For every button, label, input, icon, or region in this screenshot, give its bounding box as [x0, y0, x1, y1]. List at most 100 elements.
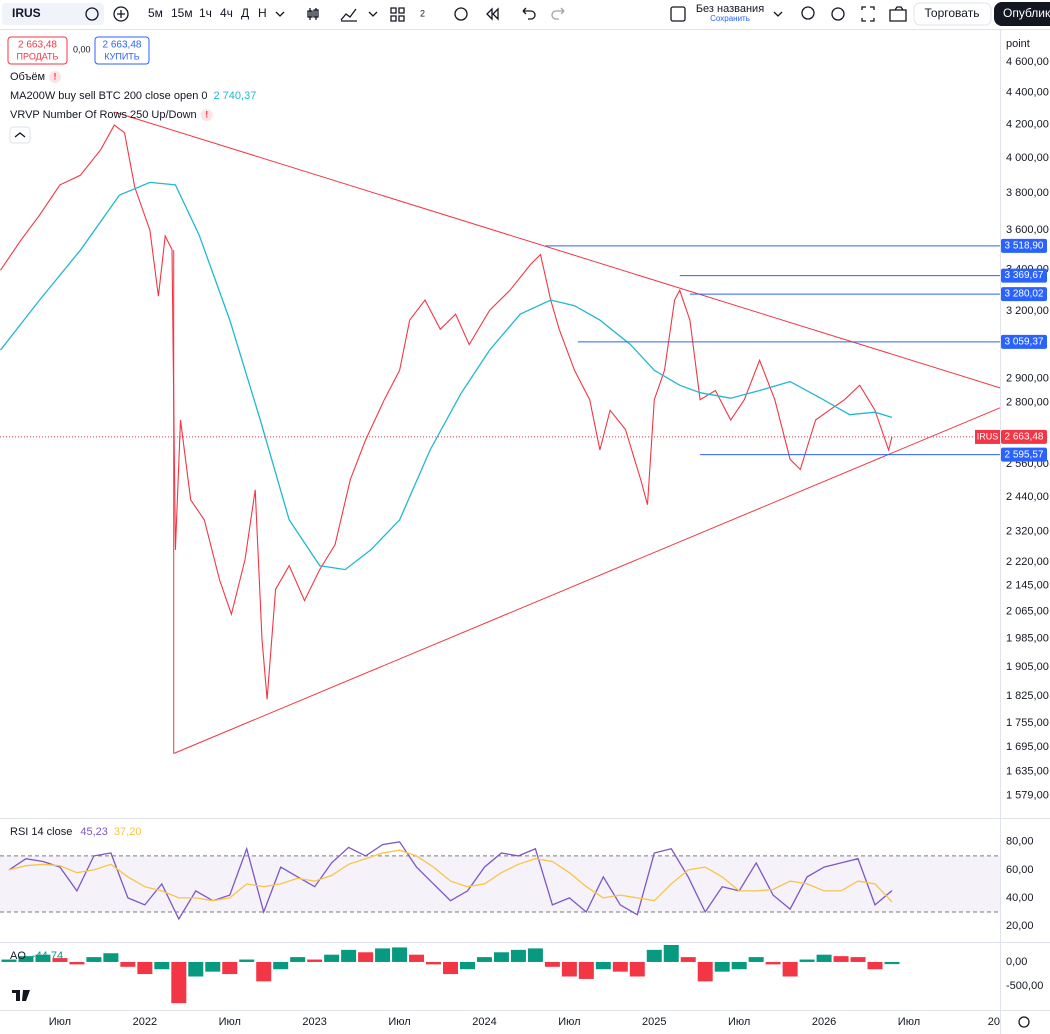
y-tick-label: 20,00: [1006, 920, 1034, 932]
layout-checkbox[interactable]: [670, 6, 686, 22]
snapshot[interactable]: [889, 6, 907, 22]
ao-bar: [171, 961, 187, 1004]
ao-bar: [86, 957, 102, 962]
ao-bar: [18, 956, 34, 962]
ao-bar: [154, 961, 170, 970]
warning-mark: !: [54, 71, 57, 81]
save-status: Сохранить: [710, 14, 750, 23]
undo[interactable]: [522, 7, 536, 20]
x-tick-label: Июл: [728, 1016, 750, 1028]
pane-title: AO: [10, 950, 26, 962]
publish-button[interactable]: [994, 2, 1050, 26]
y-tick-label: 2 220,00: [1006, 556, 1049, 568]
ao-bar: [35, 954, 51, 962]
fullscreen[interactable]: [861, 6, 875, 22]
ao-bar: [239, 959, 255, 962]
y-tick-label: 4 000,00: [1006, 152, 1049, 164]
ao-bar: [409, 954, 425, 962]
ao-bar: [782, 961, 798, 977]
y-tick-label: -500,00: [1006, 980, 1043, 992]
symbol-badge: [975, 429, 1000, 444]
indicator-value: 2 740,37: [214, 90, 257, 102]
ao-bar: [765, 961, 781, 965]
y-tick-label: 2 320,00: [1006, 526, 1049, 538]
chart-type[interactable]: [307, 8, 319, 20]
y-tick-label: 0,00: [1006, 956, 1027, 968]
quick-search[interactable]: [801, 6, 815, 20]
alert[interactable]: [454, 7, 468, 21]
symbol-search[interactable]: [2, 3, 104, 25]
ao-bar: [137, 961, 153, 975]
indicators[interactable]: [340, 8, 357, 22]
x-tick-label: 2022: [133, 1016, 157, 1028]
x-tick-label: 20: [988, 1016, 1000, 1028]
level-label: 3 280,02: [1005, 289, 1044, 300]
axis-settings[interactable]: [1018, 1016, 1030, 1028]
symbol: IRUS: [12, 6, 41, 20]
price-badge: [1001, 429, 1047, 444]
interval[interactable]: 15м: [171, 6, 193, 20]
trendline: [173, 407, 1001, 754]
ao-bar: [731, 961, 747, 970]
y-tick-label: 4 400,00: [1006, 86, 1049, 98]
indicators-menu[interactable]: [368, 11, 378, 17]
replay[interactable]: [486, 7, 499, 21]
spread: 0,00: [73, 44, 91, 54]
x-tick-label: 2023: [302, 1016, 326, 1028]
buy-button[interactable]: [94, 36, 150, 65]
redo[interactable]: [551, 7, 565, 20]
add-symbol-plus: [117, 10, 125, 18]
level-label: 3 369,67: [1005, 270, 1044, 281]
ao-bar: [290, 957, 306, 962]
y-tick-label: 4 600,00: [1006, 56, 1049, 68]
publish-label: Опубликовать: [1003, 6, 1050, 20]
pane-value: 37,20: [114, 826, 142, 838]
series-line: [8, 849, 893, 903]
ao-bar: [273, 961, 289, 970]
add-symbol[interactable]: [113, 6, 129, 22]
y-tick-label: 1 695,00: [1006, 741, 1049, 753]
ao-bar: [816, 954, 832, 962]
interval[interactable]: Д: [241, 6, 249, 20]
collapse-legend[interactable]: [9, 126, 31, 144]
ao-bar: [697, 961, 713, 982]
level-label: 3 059,37: [1005, 336, 1044, 347]
ao-bar: [358, 952, 374, 962]
y-tick-label: 1 579,00: [1006, 790, 1049, 802]
layouts[interactable]: [390, 7, 405, 22]
interval[interactable]: Н: [258, 6, 267, 20]
ao-bar: [799, 959, 815, 962]
x-tick-label: 2026: [812, 1016, 836, 1028]
ao-bar: [69, 961, 85, 965]
ao-bar: [341, 949, 357, 962]
settings[interactable]: [831, 7, 845, 21]
layout-menu[interactable]: [773, 11, 783, 17]
y-tick-label: 3 800,00: [1006, 187, 1049, 199]
y-tick-label: 4 200,00: [1006, 118, 1049, 130]
layout-name[interactable]: Без названия: [696, 3, 764, 15]
ao-bar: [188, 961, 204, 977]
ao-bar: [307, 959, 323, 962]
warning-icon: [49, 71, 62, 83]
sell-price: 2 663,48: [18, 40, 57, 51]
sell-button[interactable]: [7, 36, 68, 65]
level-label: 2 595,57: [1005, 449, 1044, 460]
interval[interactable]: 4ч: [220, 6, 233, 20]
y-tick-label: 60,00: [1006, 864, 1034, 876]
ao-bar: [493, 952, 509, 962]
ao-bar: [222, 961, 238, 975]
interval-menu[interactable]: [275, 11, 285, 17]
ao-bar: [595, 961, 611, 970]
compare-icon[interactable]: [85, 7, 99, 21]
y-tick-label: 2 440,00: [1006, 491, 1049, 503]
trade-button[interactable]: [913, 2, 992, 26]
indicator-name: VRVP Number Of Rows 250 Up/Down: [10, 109, 197, 121]
buy-label: КУПИТЬ: [104, 51, 139, 61]
ao-bar: [256, 961, 272, 982]
interval[interactable]: 5м: [148, 6, 163, 20]
interval[interactable]: 1ч: [199, 6, 212, 20]
y-tick-label: 3 200,00: [1006, 305, 1049, 317]
layout-count: 2: [420, 8, 425, 18]
